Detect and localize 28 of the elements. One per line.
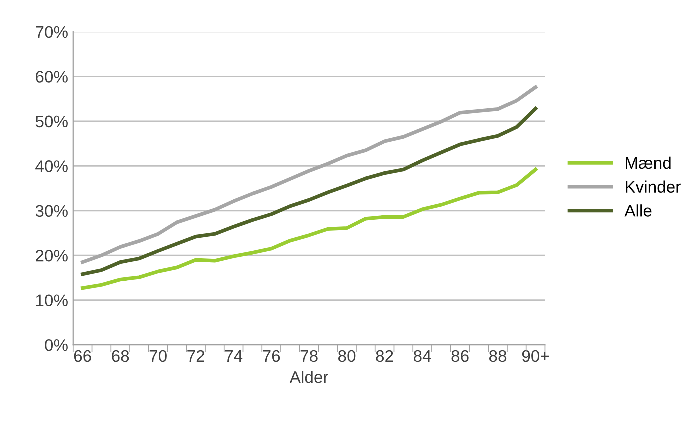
line-series	[81, 168, 538, 290]
y-tick-label: 30%	[36, 205, 68, 218]
x-tick-label: 80	[338, 350, 356, 362]
x-tick-label: 78	[300, 350, 318, 362]
line-series	[81, 86, 538, 264]
x-tick-label: 76	[263, 350, 280, 362]
y-tick-label: 10%	[36, 294, 68, 307]
x-tick-label: 90+	[522, 350, 550, 362]
x-tick-label: 88	[489, 350, 507, 362]
x-tick-label: 70	[150, 350, 167, 362]
legend-label: Mænd	[626, 156, 671, 170]
legend-label: Alle	[624, 204, 652, 217]
x-tick-label: 74	[225, 350, 243, 362]
x-axis-title: Alder	[290, 371, 328, 384]
legend-label: Kvinder	[626, 180, 681, 193]
x-tick-label: 86	[452, 350, 469, 362]
line-series	[81, 107, 538, 276]
x-tick-label: 66	[74, 350, 92, 362]
x-tick-label: 82	[376, 350, 394, 362]
y-tick-label: 0%	[45, 339, 68, 352]
y-tick-label: 60%	[36, 71, 68, 83]
y-tick-label: 40%	[36, 160, 68, 172]
y-tick-label: 50%	[36, 116, 68, 128]
y-tick-label: 70%	[36, 26, 68, 38]
y-tick-label: 20%	[36, 250, 68, 262]
x-tick-label: 68	[112, 350, 130, 362]
x-tick-label: 72	[188, 350, 205, 362]
x-tick-label: 84	[414, 350, 432, 362]
